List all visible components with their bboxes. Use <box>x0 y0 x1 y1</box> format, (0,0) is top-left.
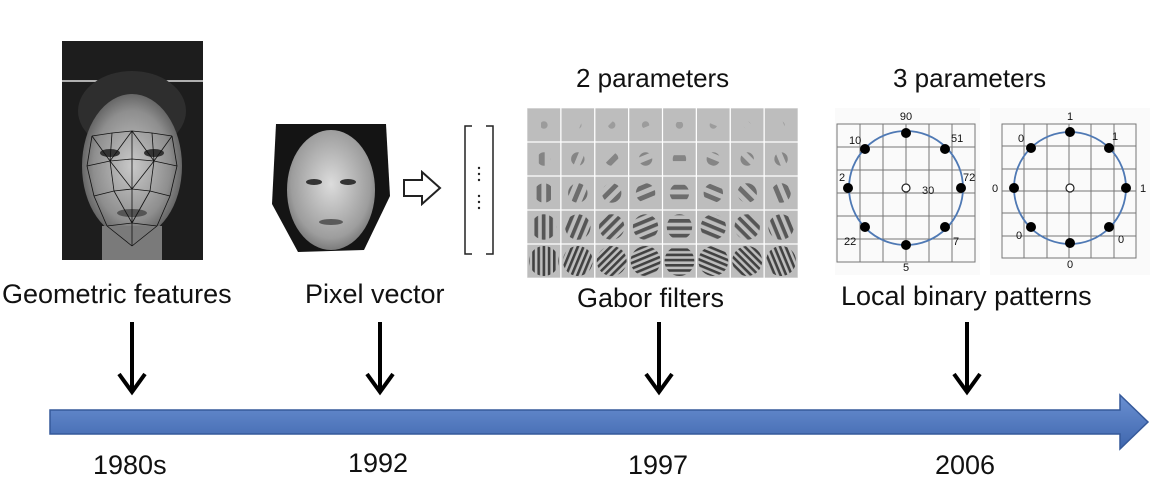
lbp-value-center: 30 <box>922 185 934 197</box>
lbp-value-bottom-right: 7 <box>953 236 959 248</box>
lbp-params-label: 3 parameters <box>893 63 1047 93</box>
geometric-features-label: Geometric features <box>2 279 232 309</box>
vector-bracket-icon <box>462 124 496 256</box>
lbp-bit-bottom-left: 0 <box>1016 230 1022 242</box>
lbp-bit-bottom-right: 0 <box>1118 234 1124 246</box>
geometric-face-image <box>62 41 203 260</box>
lbp-bit-left: 0 <box>992 183 998 195</box>
gabor-filters-label: Gabor filters <box>577 283 725 313</box>
lbp-bit-top: 1 <box>1067 111 1073 123</box>
pixel-face-image <box>268 124 392 254</box>
year-1980s-label: 1980s <box>93 450 167 480</box>
lbp-binary-grid: 1 1 1 0 0 0 0 0 <box>990 108 1150 275</box>
year-1997-label: 1997 <box>628 450 689 480</box>
lbp-value-left: 2 <box>839 172 845 184</box>
lbp-grayscale-grid: 90 51 72 7 5 22 2 10 30 <box>835 108 980 275</box>
gabor-params-label: 2 parameters <box>576 63 730 93</box>
year-2006-label: 2006 <box>935 450 996 480</box>
hollow-arrow-icon <box>402 170 442 206</box>
timeline-arrow <box>48 393 1152 451</box>
lbp-bit-bottom: 0 <box>1067 259 1073 271</box>
lbp-value-bottom: 5 <box>903 262 909 274</box>
lbp-value-bottom-left: 22 <box>844 236 856 248</box>
down-arrow-icon <box>642 322 676 396</box>
gabor-filter-bank-image <box>527 108 798 278</box>
lbp-bit-top-right: 1 <box>1112 131 1118 143</box>
local-binary-patterns-label: Local binary patterns <box>841 281 1092 311</box>
lbp-bit-right: 1 <box>1140 183 1146 195</box>
lbp-value-top-left: 10 <box>849 135 861 147</box>
pixel-vector-label: Pixel vector <box>305 279 445 309</box>
lbp-value-top: 90 <box>900 111 912 123</box>
down-arrow-icon <box>950 322 984 396</box>
lbp-bit-top-left: 0 <box>1018 133 1024 145</box>
lbp-value-right: 72 <box>963 172 975 184</box>
down-arrow-icon <box>115 322 149 396</box>
year-1992-label: 1992 <box>348 448 409 478</box>
lbp-value-top-right: 51 <box>951 133 963 145</box>
down-arrow-icon <box>363 322 397 396</box>
